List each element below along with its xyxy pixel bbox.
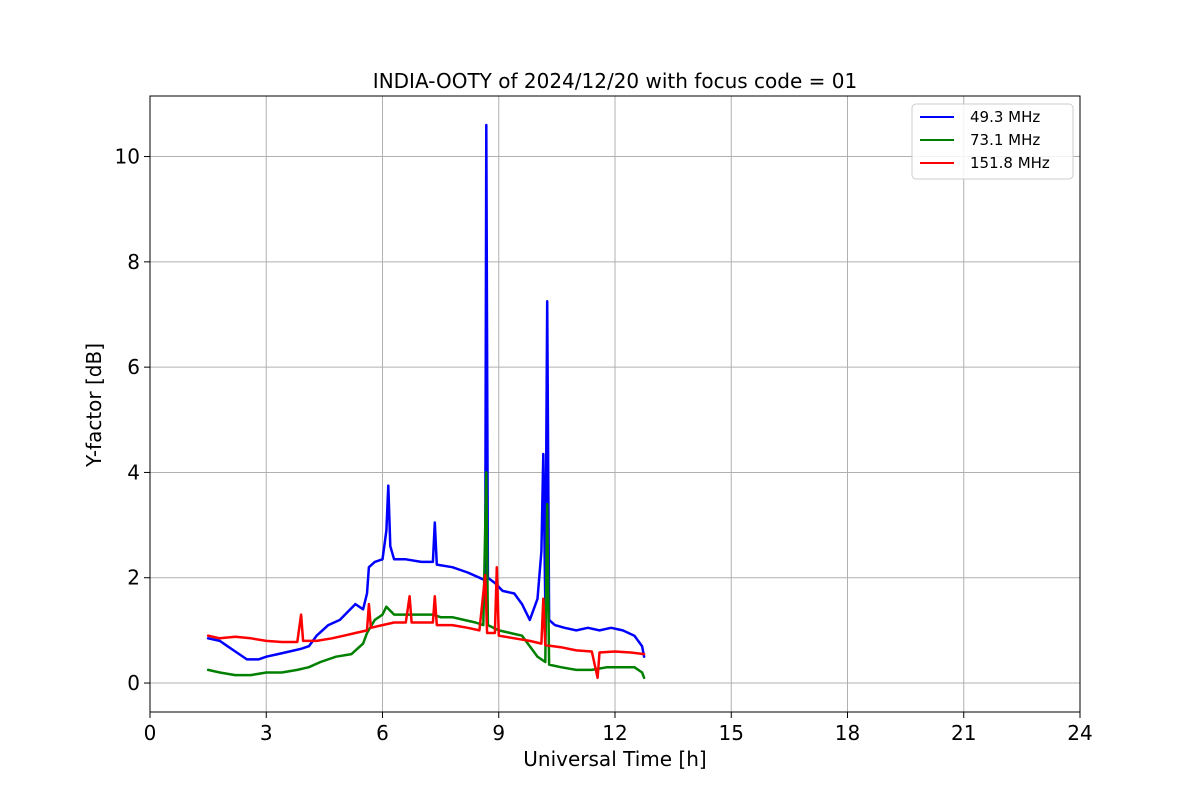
y-tick-label: 2 bbox=[127, 566, 140, 590]
x-tick-label: 24 bbox=[1067, 721, 1092, 745]
chart-title: INDIA-OOTY of 2024/12/20 with focus code… bbox=[373, 69, 857, 93]
series-line-3 bbox=[206, 565, 646, 680]
y-tick-label: 0 bbox=[127, 671, 140, 695]
legend: 49.3 MHz 73.1 MHz 151.8 MHz bbox=[911, 103, 1074, 180]
x-tick-label: 3 bbox=[260, 721, 273, 745]
y-axis-label: Y-factor [dB] bbox=[82, 343, 106, 468]
legend-box bbox=[911, 103, 1074, 180]
x-tick-label: 21 bbox=[951, 721, 976, 745]
legend-label-1: 49.3 MHz bbox=[970, 108, 1040, 126]
y-tick-label: 8 bbox=[127, 250, 140, 274]
x-tick-label: 0 bbox=[144, 721, 157, 745]
y-tick-label: 10 bbox=[115, 145, 140, 169]
legend-label-3: 151.8 MHz bbox=[970, 154, 1050, 172]
y-tick-label: 4 bbox=[127, 460, 140, 484]
x-tick-label: 18 bbox=[835, 721, 860, 745]
x-tick-label: 6 bbox=[376, 721, 389, 745]
y-tick-label: 6 bbox=[127, 355, 140, 379]
legend-label-2: 73.1 MHz bbox=[970, 131, 1040, 149]
x-tick-label: 15 bbox=[719, 721, 744, 745]
x-tick-label: 12 bbox=[602, 721, 627, 745]
plot-series bbox=[206, 123, 646, 680]
series-line-1 bbox=[206, 123, 646, 661]
series-line-2 bbox=[206, 471, 646, 680]
x-tick-label: 9 bbox=[492, 721, 505, 745]
x-axis-label: Universal Time [h] bbox=[523, 747, 706, 771]
